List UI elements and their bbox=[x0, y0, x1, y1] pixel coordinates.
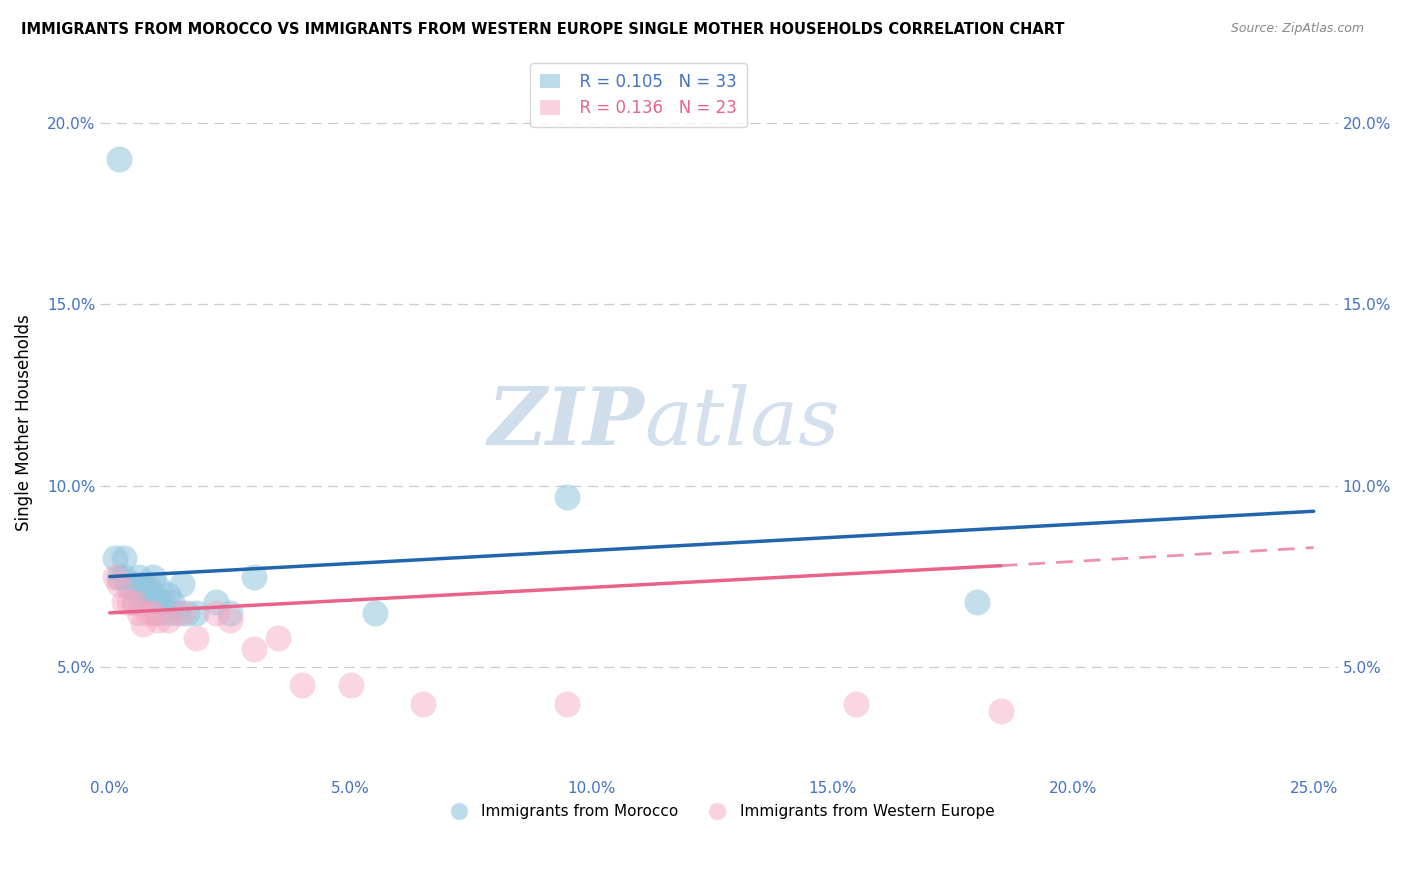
Point bbox=[108, 577, 131, 591]
Point bbox=[142, 606, 165, 620]
Point bbox=[136, 581, 159, 595]
Point bbox=[204, 595, 226, 609]
Point bbox=[118, 595, 141, 609]
Point bbox=[112, 551, 135, 566]
Point bbox=[132, 577, 155, 591]
Point bbox=[118, 581, 141, 595]
Point bbox=[108, 153, 131, 167]
Point bbox=[363, 606, 385, 620]
Point bbox=[132, 588, 155, 602]
Legend: Immigrants from Morocco, Immigrants from Western Europe: Immigrants from Morocco, Immigrants from… bbox=[437, 798, 1001, 825]
Point bbox=[142, 569, 165, 583]
Point bbox=[291, 678, 314, 692]
Point bbox=[156, 588, 179, 602]
Point bbox=[219, 606, 242, 620]
Point bbox=[128, 581, 150, 595]
Point bbox=[112, 569, 135, 583]
Point bbox=[186, 606, 208, 620]
Point bbox=[146, 613, 169, 627]
Point bbox=[156, 613, 179, 627]
Point bbox=[219, 613, 242, 627]
Point bbox=[162, 595, 184, 609]
Point bbox=[204, 606, 226, 620]
Point bbox=[108, 569, 131, 583]
Text: ZIP: ZIP bbox=[488, 384, 645, 461]
Point bbox=[103, 569, 125, 583]
Point bbox=[136, 588, 159, 602]
Point bbox=[122, 577, 145, 591]
Point bbox=[146, 595, 169, 609]
Text: IMMIGRANTS FROM MOROCCO VS IMMIGRANTS FROM WESTERN EUROPE SINGLE MOTHER HOUSEHOL: IMMIGRANTS FROM MOROCCO VS IMMIGRANTS FR… bbox=[21, 22, 1064, 37]
Point bbox=[103, 551, 125, 566]
Point bbox=[966, 595, 988, 609]
Point bbox=[243, 642, 266, 657]
Point bbox=[146, 581, 169, 595]
Point bbox=[146, 606, 169, 620]
Point bbox=[339, 678, 361, 692]
Point bbox=[128, 606, 150, 620]
Point bbox=[412, 697, 434, 711]
Point bbox=[555, 490, 578, 504]
Point bbox=[176, 606, 198, 620]
Point bbox=[555, 697, 578, 711]
Point bbox=[142, 588, 165, 602]
Text: Source: ZipAtlas.com: Source: ZipAtlas.com bbox=[1230, 22, 1364, 36]
Point bbox=[132, 616, 155, 631]
Point bbox=[243, 569, 266, 583]
Text: atlas: atlas bbox=[645, 384, 839, 461]
Point bbox=[122, 595, 145, 609]
Point bbox=[136, 606, 159, 620]
Point bbox=[152, 595, 174, 609]
Point bbox=[170, 577, 193, 591]
Point bbox=[845, 697, 868, 711]
Point bbox=[990, 704, 1012, 718]
Point bbox=[186, 632, 208, 646]
Point bbox=[122, 595, 145, 609]
Point bbox=[128, 569, 150, 583]
Point bbox=[170, 606, 193, 620]
Point bbox=[112, 595, 135, 609]
Point bbox=[166, 606, 188, 620]
Point bbox=[267, 632, 290, 646]
Point bbox=[156, 606, 179, 620]
Y-axis label: Single Mother Households: Single Mother Households bbox=[15, 314, 32, 531]
